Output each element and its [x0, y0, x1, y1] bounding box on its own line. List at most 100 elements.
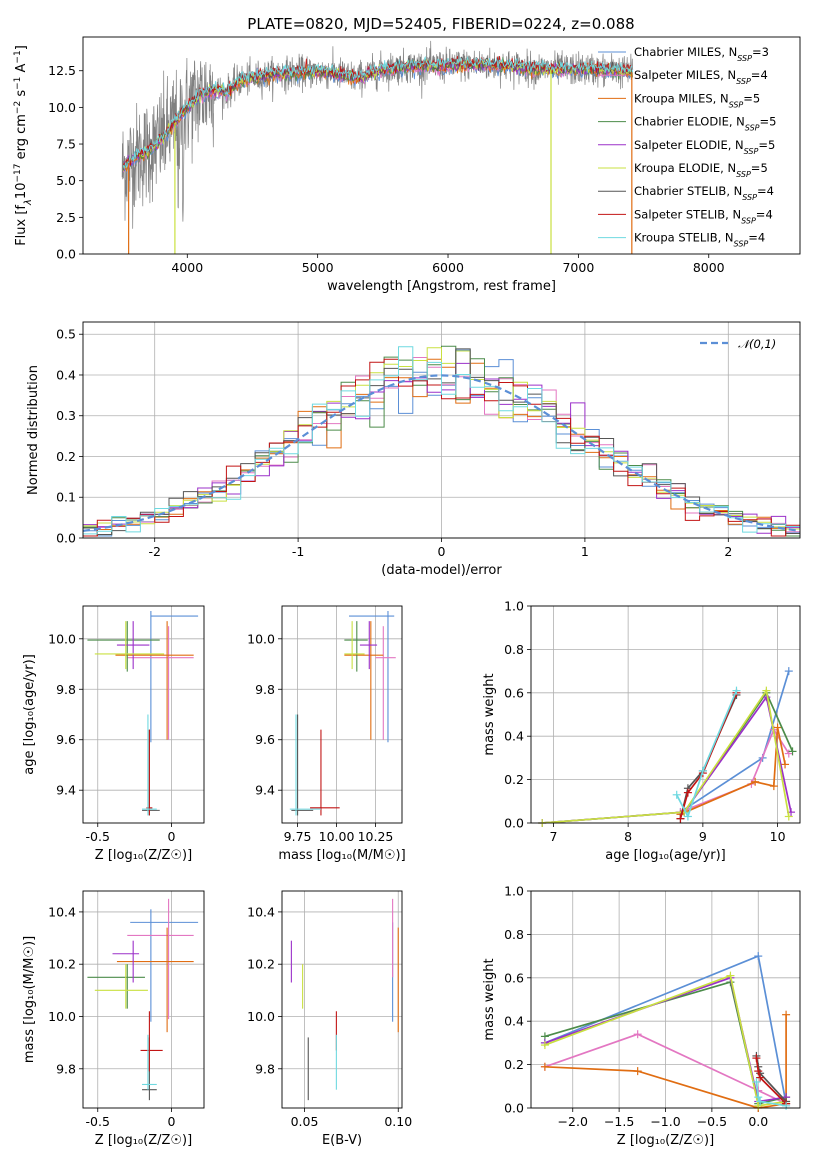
x-tick-label: 0.10 [384, 1114, 412, 1129]
y-tick-label: 0.2 [56, 449, 76, 464]
legend-series-name: Salpeter MILES [634, 68, 720, 82]
x-tick-label: 7000 [562, 260, 594, 275]
legend-n-value: 4 [765, 207, 772, 221]
y-tick-label: 10.0 [48, 631, 76, 646]
y-tick-label: 0.4 [504, 729, 524, 744]
axes-frame [281, 890, 403, 1109]
x-tick-label: 10.00 [319, 829, 355, 844]
x-tick-label: -0.5 [86, 829, 110, 844]
y-tick-label: 0.2 [504, 772, 524, 787]
weight-line-kroupa-miles [544, 1014, 787, 1108]
y-tick-label: 1.0 [504, 884, 524, 899]
legend-series-name: Chabrier STELIB [634, 184, 726, 198]
legend-n-label: , N [720, 68, 736, 82]
y-tick-label: 0.1 [56, 490, 76, 505]
y-tick-label: 10.2 [247, 957, 275, 972]
legend-series-name: Kroupa MILES [634, 91, 713, 105]
x-axis-label: E(B-V) [322, 1133, 362, 1148]
y-tick-label: 0.2 [504, 1057, 524, 1072]
model-line-kroupa-stelib [123, 55, 633, 170]
x-tick-label: −0.5 [697, 1114, 727, 1129]
legend-n-label: , N [726, 184, 742, 198]
legend-n-value: 4 [758, 231, 765, 245]
data-spectrum-line [121, 40, 634, 229]
legend-eq: = [751, 161, 761, 175]
legend-eq: = [756, 207, 766, 221]
y-tick-label: 0.6 [504, 685, 524, 700]
x-tick-label: 9 [699, 829, 707, 844]
y-tick-label: 9.8 [255, 1061, 275, 1076]
legend-label: Salpeter MILES, NSSP=4 [634, 68, 768, 86]
y-axis-label-part: −2 [13, 101, 23, 114]
x-tick-label: 7 [549, 829, 557, 844]
x-tick-label: 0 [168, 1114, 176, 1129]
x-tick-label: 8 [624, 829, 632, 844]
x-tick-label: 2 [724, 544, 732, 559]
y-axis-label-part: λ [23, 199, 34, 206]
y-axis-label-part: −1 [13, 77, 23, 90]
y-tick-label: 9.6 [56, 732, 76, 747]
x-tick-label: -2 [148, 544, 160, 559]
x-tick-label: 5000 [302, 260, 334, 275]
legend-ssp-sub: SSP [737, 54, 752, 63]
legend-series-name: Chabrier MILES [634, 45, 721, 59]
x-tick-label: −2.0 [558, 1114, 588, 1129]
legend-n-value: 5 [769, 115, 776, 129]
panel-weight_vs_Z: −2.0 −1.5 −1.0 −0.5 0.0 0.0 0.2 0.4 0.6 0.8 1.0 Z [… [482, 884, 801, 1148]
y-tick-label: 9.6 [255, 732, 275, 747]
y-axis-label-part: Flux [f [14, 205, 29, 246]
legend-n-label: , N [728, 138, 744, 152]
legend-label: Kroupa MILES, NSSP=5 [634, 91, 760, 109]
y-axis-label-part: 10 [14, 183, 29, 200]
y-tick-label: 2.5 [56, 210, 76, 225]
legend-ssp-sub: SSP [741, 216, 756, 225]
y-tick-label: 9.8 [255, 682, 275, 697]
y-tick-label: 10.2 [48, 957, 76, 972]
legend-ssp-sub: SSP [736, 77, 751, 86]
x-axis-label: Z [log₁₀(Z/Z☉)] [95, 848, 192, 863]
y-tick-label: 5.0 [56, 173, 76, 188]
y-axis-label: mass weight [482, 958, 497, 1040]
x-tick-label: 0.0 [748, 1114, 768, 1129]
x-tick-label: -0.5 [86, 1114, 110, 1129]
legend-n-value: 3 [762, 45, 769, 59]
y-tick-label: 0.3 [56, 408, 76, 423]
y-tick-label: 0.8 [504, 642, 524, 657]
weight-line-kroupa-elodie [542, 688, 790, 823]
panel-weight_vs_age: 7 8 9 10 0.0 0.2 0.4 0.6 0.8 1.0 age [log₁₀(age/yr… [482, 599, 801, 863]
y-tick-label: 0.4 [56, 367, 76, 382]
x-axis-label: wavelength [Angstrom, rest frame] [327, 279, 556, 294]
y-tick-label: 10.4 [48, 904, 76, 919]
y-tick-label: 0.6 [504, 970, 524, 985]
y-axis-label-part: A [14, 63, 29, 76]
legend-n-label: , N [720, 161, 736, 175]
x-axis-label: Z [log₁₀(Z/Z☉)] [95, 1133, 192, 1148]
legend-ssp-sub: SSP [742, 193, 757, 202]
y-tick-label: 9.8 [56, 1061, 76, 1076]
y-axis-label-part: erg cm [14, 114, 29, 163]
y-axis-label: Flux [fλ10−17 erg cm−2 s−1 A−1] [13, 45, 34, 246]
axes-frame [82, 890, 205, 1109]
x-tick-label: 4000 [171, 260, 203, 275]
legend-n-label: , N [725, 207, 741, 221]
legend-n-label: , N [729, 115, 745, 129]
axes-frame [281, 605, 403, 824]
y-tick-label: 0.5 [56, 327, 76, 342]
legend-label: Chabrier MILES, NSSP=3 [634, 45, 769, 63]
legend-n-value: 5 [753, 91, 760, 105]
x-tick-label: 9.75 [284, 829, 312, 844]
x-axis-label: (data-model)/error [381, 563, 502, 578]
legend-n-label: , N [718, 231, 734, 245]
legend-eq: = [748, 231, 758, 245]
legend-series-name: Chabrier ELODIE [634, 115, 729, 129]
y-axis-label: Normed distribution [26, 365, 41, 495]
axes-frame [82, 321, 801, 539]
weight-line-kroupa-stelib [755, 1081, 787, 1107]
legend-n-value: 5 [768, 138, 775, 152]
legend-label: Kroupa ELODIE, NSSP=5 [634, 161, 768, 179]
y-axis-label-part: s [14, 90, 29, 101]
legend-eq: = [757, 184, 767, 198]
histogram-kroupa-stelib [83, 346, 800, 536]
legend-label: Chabrier STELIB, NSSP=4 [634, 184, 774, 202]
